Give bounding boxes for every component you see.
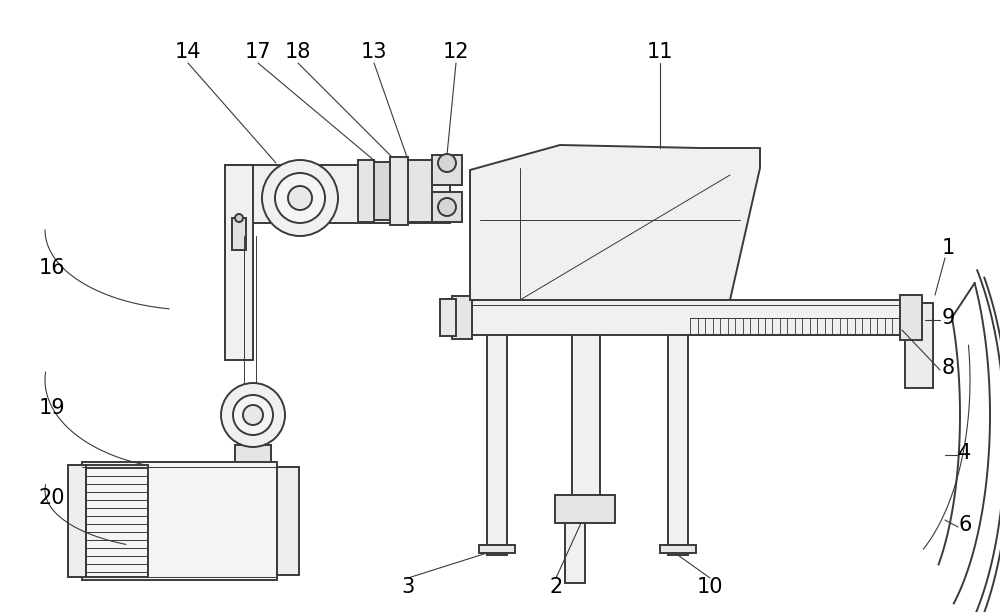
Text: 12: 12 [443, 42, 469, 62]
Text: 13: 13 [361, 42, 387, 62]
Polygon shape [470, 145, 760, 300]
Bar [225, 165, 253, 360]
Text: 8: 8 [941, 358, 955, 378]
Text: 10: 10 [697, 577, 723, 597]
Bar [452, 296, 472, 339]
Circle shape [438, 154, 456, 172]
Bar [232, 218, 246, 250]
Circle shape [233, 395, 273, 435]
Bar [487, 335, 507, 555]
Text: 14: 14 [175, 42, 201, 62]
Bar [565, 523, 585, 583]
Bar [900, 295, 922, 340]
Text: 11: 11 [647, 42, 673, 62]
Circle shape [243, 405, 263, 425]
Bar [390, 157, 408, 225]
Circle shape [275, 173, 325, 223]
Bar [479, 545, 515, 553]
Text: 6: 6 [958, 515, 972, 535]
Bar [432, 192, 462, 222]
Bar [905, 303, 933, 388]
Bar [660, 545, 696, 553]
Text: 9: 9 [941, 308, 955, 328]
Text: 4: 4 [958, 443, 972, 463]
Bar [374, 162, 390, 220]
Bar [358, 160, 374, 222]
Bar [432, 155, 462, 185]
Bar [408, 160, 432, 222]
Text: 18: 18 [285, 42, 311, 62]
Bar [440, 299, 456, 336]
Bar [68, 465, 86, 577]
Text: 16: 16 [39, 258, 65, 278]
Circle shape [288, 186, 312, 210]
Text: 19: 19 [39, 398, 65, 418]
Text: 2: 2 [549, 577, 563, 597]
Bar [225, 165, 450, 223]
Text: 17: 17 [245, 42, 271, 62]
Bar [86, 465, 148, 577]
Bar [572, 335, 600, 520]
Bar [277, 467, 299, 575]
Bar [82, 462, 277, 580]
Text: 1: 1 [941, 238, 955, 258]
Bar [235, 445, 271, 463]
Circle shape [438, 198, 456, 216]
Circle shape [221, 383, 285, 447]
Text: 3: 3 [401, 577, 415, 597]
Bar [462, 300, 910, 335]
Circle shape [262, 160, 338, 236]
Bar [668, 335, 688, 555]
Circle shape [235, 214, 243, 222]
Bar [555, 495, 615, 523]
Text: 20: 20 [39, 488, 65, 508]
